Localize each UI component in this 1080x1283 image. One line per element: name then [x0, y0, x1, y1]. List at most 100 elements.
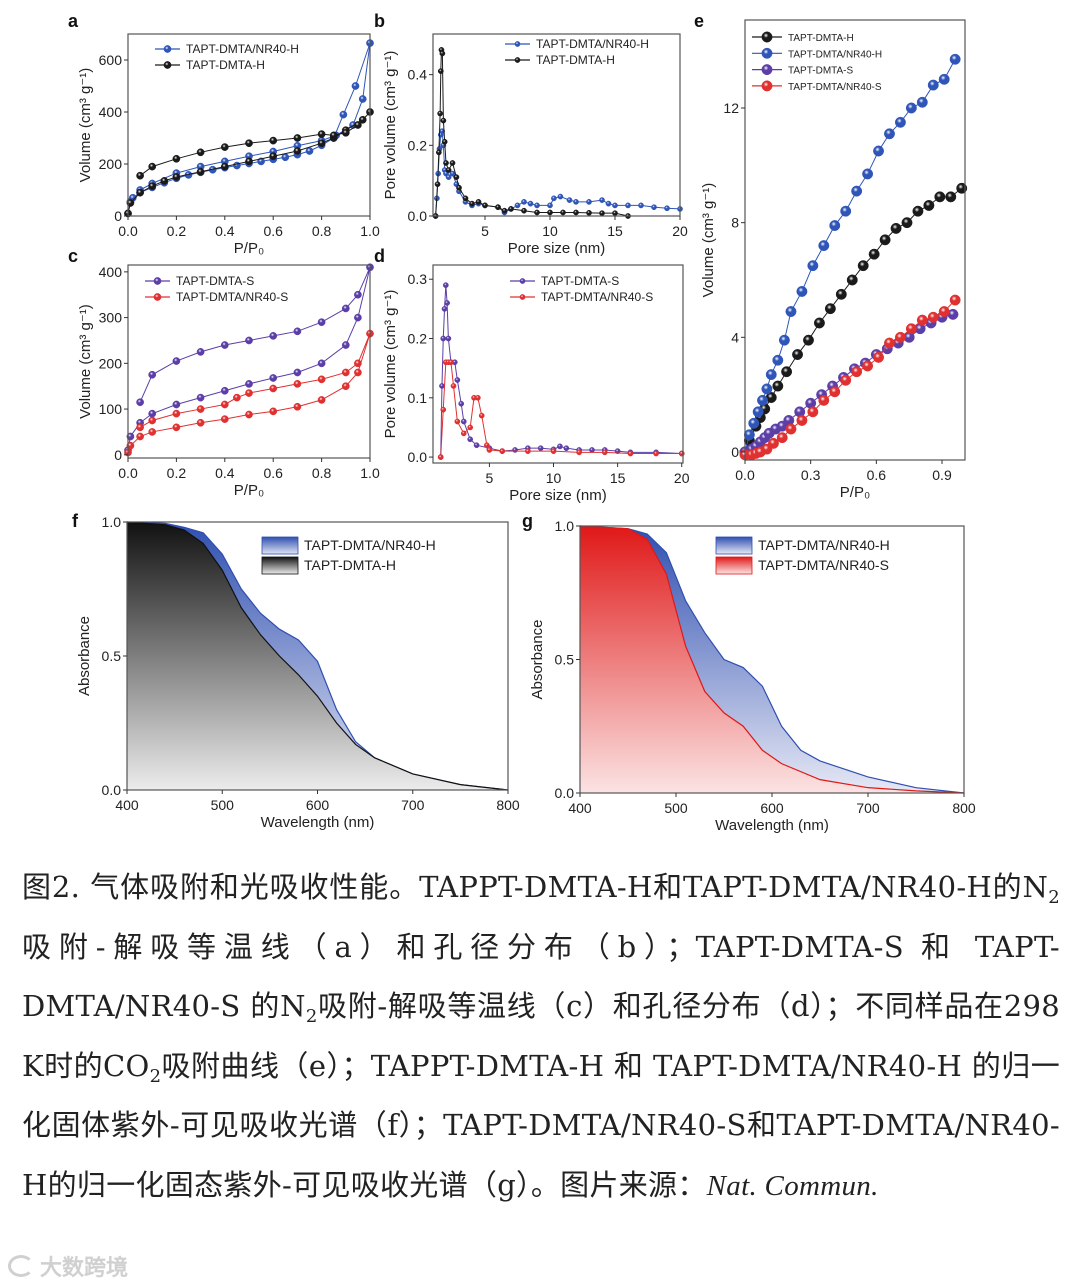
legend-marker	[514, 57, 521, 63]
data-point	[599, 210, 605, 217]
x-axis-label: P/P₀	[234, 482, 264, 499]
x-tick-label: 0.4	[215, 223, 235, 239]
data-point	[761, 383, 773, 395]
x-tick-label: 0.4	[215, 465, 235, 481]
x-tick-label: 0.3	[801, 467, 821, 483]
data-point	[868, 248, 880, 260]
data-point	[923, 200, 935, 211]
data-point	[245, 410, 253, 419]
data-point	[196, 167, 205, 176]
data-point	[862, 360, 874, 372]
series-1	[124, 108, 374, 218]
data-point	[534, 209, 540, 216]
legend-marker	[153, 277, 162, 285]
legend-swatch	[261, 556, 299, 575]
data-point	[148, 370, 157, 379]
series-1	[432, 47, 631, 219]
data-point	[245, 157, 253, 166]
series-line	[745, 59, 956, 453]
data-point	[879, 234, 891, 246]
y-tick-label: 100	[99, 401, 123, 417]
y-tick-label: 400	[99, 104, 123, 120]
data-point	[317, 318, 326, 327]
data-point	[172, 357, 181, 365]
y-tick-label: 1.0	[555, 518, 575, 534]
data-point	[456, 184, 462, 191]
data-point	[354, 368, 362, 377]
data-point	[293, 402, 302, 411]
y-tick-label: 0.0	[408, 208, 428, 224]
data-point	[586, 209, 592, 216]
data-point	[550, 448, 557, 454]
caption-text: 吸附曲线（e）；TAPPT-DMTA-H 和 TAPT-DMTA/NR40-H …	[22, 1048, 1060, 1202]
data-point	[824, 303, 836, 315]
data-point	[358, 95, 367, 103]
data-point	[851, 185, 863, 197]
data-point	[862, 168, 874, 180]
data-point	[912, 205, 924, 217]
y-tick-label: 200	[99, 156, 123, 172]
x-tick-label: 600	[306, 797, 330, 813]
legend-label: TAPT-DMTA/NR40-H	[304, 537, 436, 553]
x-tick-label: 0.2	[167, 465, 187, 481]
data-point	[945, 191, 957, 203]
legend-label: TAPT-DMTA/NR40-S	[788, 82, 882, 93]
legend: TAPT-DMTA-H TAPT-DMTA/NR40-H TAPT-DMTA-S TA…	[752, 31, 882, 93]
data-point	[245, 380, 253, 388]
data-point	[475, 199, 482, 205]
x-tick-label: 20	[672, 223, 688, 239]
panel-label: a	[68, 11, 79, 31]
legend-marker	[163, 45, 172, 53]
y-tick-label: 0.2	[408, 137, 428, 153]
x-tick-label: 0.6	[263, 223, 283, 239]
caption-text: Nat. Commun.	[706, 1169, 879, 1202]
data-point	[884, 337, 895, 349]
subscript: 2	[305, 1006, 318, 1027]
legend-marker	[514, 41, 521, 47]
y-tick-label: 12	[723, 100, 739, 116]
data-point	[172, 173, 181, 181]
y-tick-label: 0.5	[102, 648, 122, 664]
legend-label: TAPT-DMTA/NR40-H	[186, 42, 299, 56]
x-tick-label: 0.9	[932, 467, 952, 483]
data-point	[851, 366, 863, 378]
data-point	[473, 442, 480, 449]
legend-swatch	[261, 536, 299, 555]
data-point	[501, 207, 508, 214]
data-point	[938, 306, 950, 317]
series-1	[124, 329, 374, 457]
y-tick-label: 8	[731, 215, 739, 231]
data-point	[172, 154, 181, 163]
y-tick-label: 0.0	[102, 782, 122, 798]
x-axis-label: P/P₀	[840, 484, 870, 501]
x-tick-label: 15	[607, 223, 623, 239]
data-point	[293, 380, 302, 388]
x-tick-label: 600	[760, 800, 784, 816]
data-point	[354, 313, 362, 322]
data-point	[351, 82, 360, 90]
data-point	[441, 306, 448, 312]
x-tick-label: 400	[115, 797, 139, 813]
data-point	[341, 368, 350, 377]
data-point	[478, 412, 485, 419]
plot-frame	[127, 264, 371, 459]
data-point	[269, 152, 278, 161]
data-point	[537, 445, 544, 452]
data-point	[873, 351, 884, 363]
y-tick-label: 0.0	[408, 449, 428, 465]
data-point	[894, 331, 906, 343]
data-point	[269, 332, 278, 340]
data-point	[196, 405, 205, 413]
watermark-logo-icon	[8, 1255, 34, 1277]
area-series-1	[580, 526, 964, 793]
data-point	[563, 445, 570, 452]
data-point	[136, 188, 144, 197]
chart-panel-c: 0.0 0.2 0.4 0.6 0.8 1.0 0 100 200 300 400 P/P₀ Volum…	[68, 246, 380, 499]
area-outline-1	[579, 525, 965, 794]
data-point	[846, 274, 858, 286]
data-point	[748, 417, 760, 429]
figure-caption: 图2. 气体吸附和光吸收性能。TAPPT-DMTA-H和TAPT-DMTA/NR…	[22, 858, 1060, 1216]
data-point	[442, 282, 449, 289]
x-axis-label: Wavelength (nm)	[715, 817, 829, 834]
data-point	[890, 222, 902, 234]
